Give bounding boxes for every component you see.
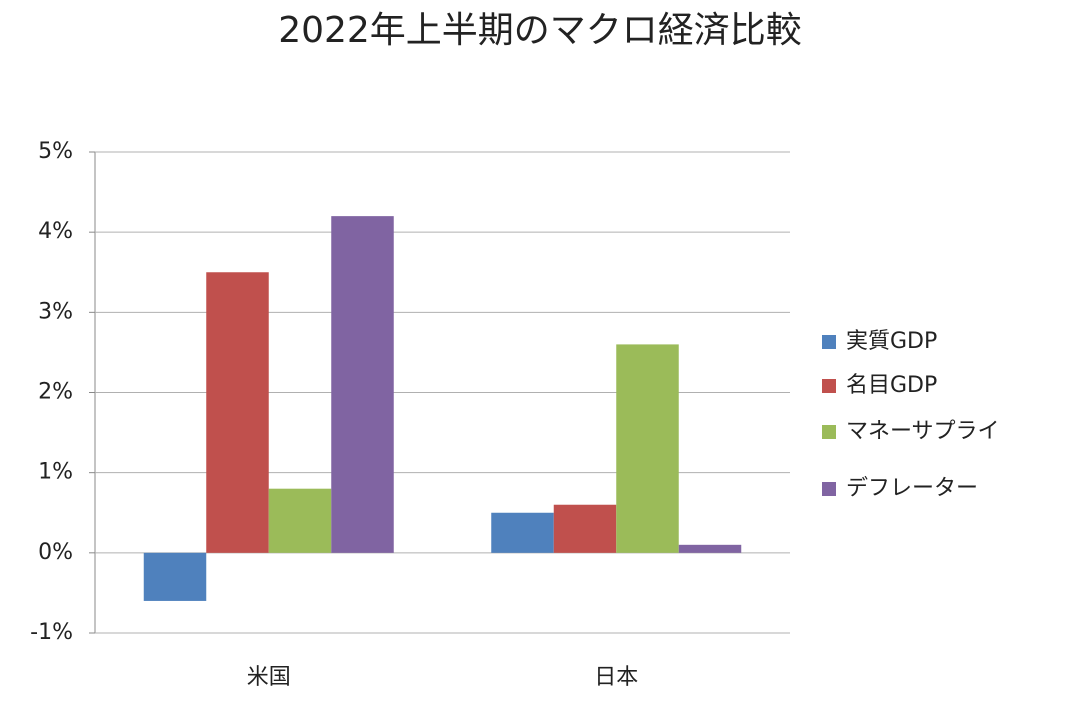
legend-label: デフレーター — [846, 476, 978, 501]
x-tick-label: 日本 — [594, 665, 638, 690]
y-tick-label: 5% — [38, 139, 73, 164]
y-tick-label: 0% — [38, 540, 73, 565]
bar — [553, 504, 617, 553]
legend-swatch — [822, 425, 836, 439]
bar — [143, 552, 207, 601]
y-tick-label: 1% — [38, 460, 73, 485]
y-tick-label: 2% — [38, 380, 73, 405]
legend-label: マネーサプライ — [846, 419, 1000, 444]
legend-swatch — [822, 482, 836, 496]
legend-label: 名目GDP — [846, 373, 937, 398]
x-tick-label: 米国 — [247, 665, 291, 690]
bar — [616, 344, 679, 553]
bar — [491, 512, 554, 553]
bar — [678, 544, 742, 553]
legend-label: 実質GDP — [846, 329, 937, 354]
bar — [268, 488, 332, 553]
y-tick-label: 4% — [38, 219, 73, 244]
y-tick-label: 3% — [38, 299, 73, 324]
y-tick-label: -1% — [30, 620, 73, 645]
bar — [206, 272, 269, 553]
chart-title: 2022年上半期のマクロ経済比較 — [278, 10, 802, 51]
legend-swatch — [822, 379, 836, 393]
bar — [331, 216, 394, 553]
legend-swatch — [822, 335, 836, 349]
